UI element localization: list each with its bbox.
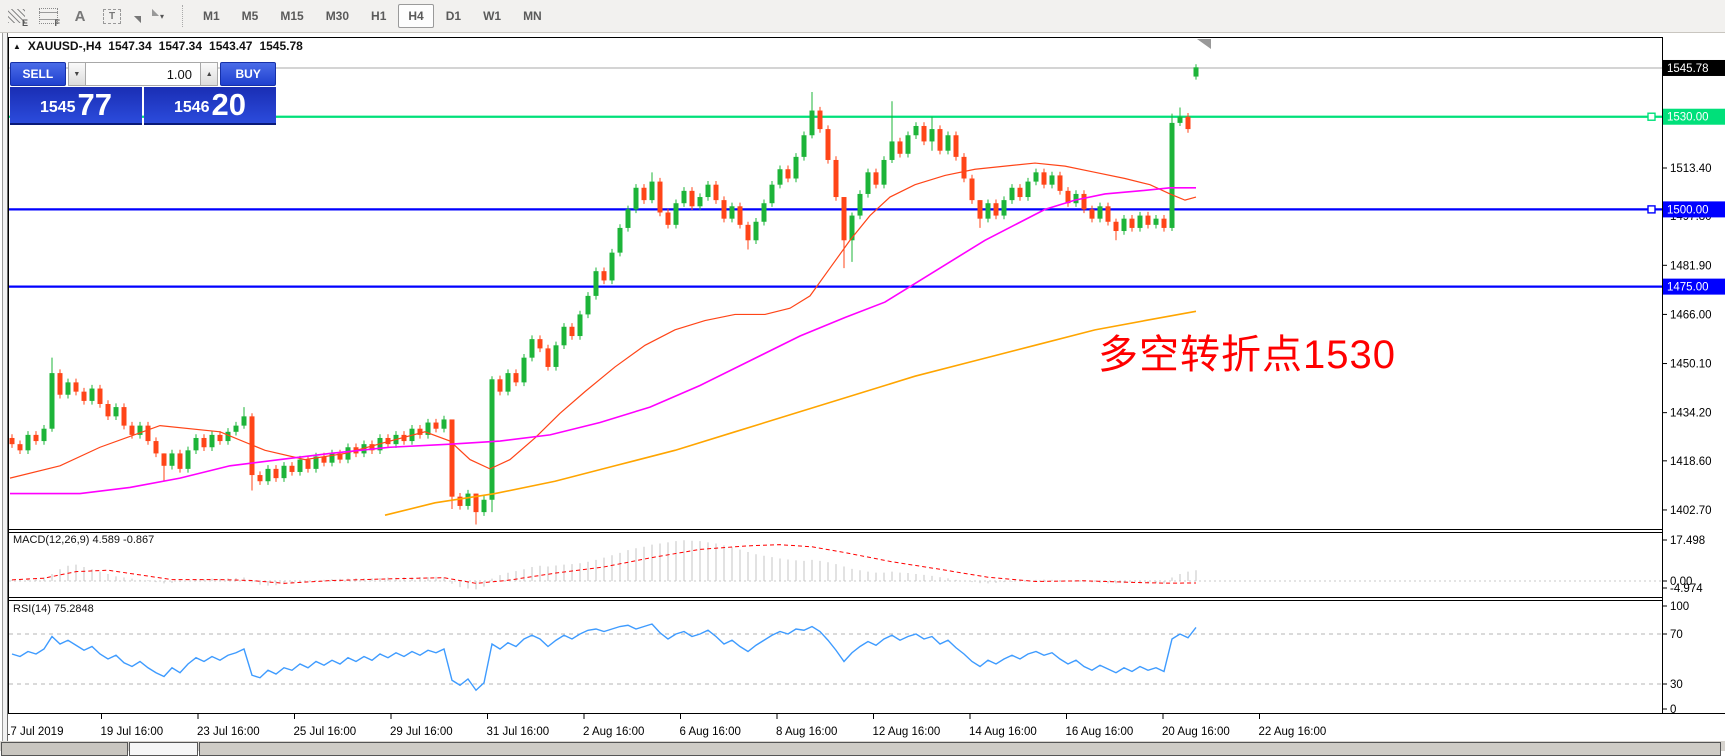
- window-left-frame: [0, 33, 8, 741]
- chart-frame: [8, 37, 1725, 714]
- timeframe-m5[interactable]: M5: [241, 9, 259, 23]
- svg-text:16 Aug 16:00: 16 Aug 16:00: [1066, 726, 1134, 738]
- svg-text:29 Jul 16:00: 29 Jul 16:00: [390, 726, 453, 738]
- timeframe-mn[interactable]: MN: [523, 9, 542, 23]
- price-badge-1500.00: 1500.00: [1663, 201, 1725, 218]
- svg-text:23 Jul 16:00: 23 Jul 16:00: [197, 726, 260, 738]
- timeframe-h1[interactable]: H1: [371, 9, 387, 23]
- price-axis: 1513.401497.801481.901466.001450.101434.…: [1662, 59, 1725, 716]
- taskbar-button[interactable]: [199, 742, 1721, 756]
- sell-button[interactable]: SELL: [10, 62, 66, 86]
- timeframe-buttons: M1 M5 M15 M30 H1 H4 D1 W1 MN: [192, 4, 553, 28]
- svg-text:12 Aug 16:00: 12 Aug 16:00: [873, 726, 941, 738]
- svg-text:1513.40: 1513.40: [1670, 163, 1712, 175]
- svg-text:1475.00: 1475.00: [1667, 282, 1709, 294]
- buy-button[interactable]: BUY: [220, 62, 276, 86]
- svg-text:22 Aug 16:00: 22 Aug 16:00: [1259, 726, 1327, 738]
- svg-text:14 Aug 16:00: 14 Aug 16:00: [969, 726, 1037, 738]
- price-badge-1545.78: 1545.78: [1663, 59, 1725, 76]
- svg-text:31 Jul 16:00: 31 Jul 16:00: [487, 726, 550, 738]
- sell-price[interactable]: 1545 77: [10, 87, 142, 125]
- time-axis: 17 Jul 2019 19 Jul 16:00 23 Jul 16:00 25 Ju…: [4, 714, 1326, 738]
- svg-text:1450.10: 1450.10: [1670, 359, 1712, 371]
- one-click-trading-panel: SELL ▼ ▲ BUY 1545 77 1546 20: [10, 62, 276, 125]
- arrows-tool-icon[interactable]: ▾: [130, 3, 170, 29]
- price-badge-1530.00: 1530.00: [1663, 108, 1725, 125]
- svg-text:1418.60: 1418.60: [1670, 456, 1712, 468]
- ohlc-low: 1543.47: [209, 39, 253, 53]
- chart-annotation-text[interactable]: 多空转折点1530: [1098, 333, 1396, 377]
- objects-grid-icon[interactable]: F: [34, 3, 62, 29]
- timeframe-d1[interactable]: D1: [445, 9, 462, 23]
- macd-panel[interactable]: [9, 540, 1662, 590]
- chart-window[interactable]: 1513.401497.801481.901466.001450.101434.…: [0, 33, 1725, 741]
- bottom-strip: [0, 741, 1725, 756]
- svg-text:30: 30: [1670, 679, 1683, 691]
- symbol-ohlc-line: ▲ XAUUSD-,H4 1547.34 1547.34 1543.47 154…: [13, 39, 303, 53]
- svg-text:100: 100: [1670, 601, 1689, 613]
- svg-text:1402.70: 1402.70: [1670, 505, 1712, 517]
- volume-input[interactable]: [86, 62, 200, 86]
- chart-canvas[interactable]: 1513.401497.801481.901466.001450.101434.…: [0, 33, 1725, 751]
- svg-text:1500.00: 1500.00: [1667, 204, 1709, 216]
- svg-text:17.498: 17.498: [1670, 535, 1705, 547]
- svg-text:8 Aug 16:00: 8 Aug 16:00: [776, 726, 837, 738]
- volume-down-button[interactable]: ▼: [67, 62, 86, 86]
- symbol-name: XAUUSD-,H4: [27, 39, 102, 53]
- taskbar-button[interactable]: [129, 742, 198, 756]
- macd-signal-line: [11, 544, 1197, 584]
- svg-text:19 Jul 16:00: 19 Jul 16:00: [101, 726, 164, 738]
- hline-1530[interactable]: [9, 112, 1662, 121]
- collapse-arrow-icon[interactable]: ▲: [13, 41, 21, 51]
- svg-text:1434.20: 1434.20: [1670, 408, 1712, 420]
- svg-text:1545.78: 1545.78: [1667, 63, 1709, 75]
- svg-text:25 Jul 16:00: 25 Jul 16:00: [294, 726, 357, 738]
- volume-up-button[interactable]: ▲: [200, 62, 219, 86]
- timeframe-h4[interactable]: H4: [398, 4, 434, 28]
- svg-text:2 Aug 16:00: 2 Aug 16:00: [583, 726, 644, 738]
- timeframe-m1[interactable]: M1: [203, 9, 220, 23]
- svg-text:70: 70: [1670, 629, 1683, 641]
- ma-line-orange: [384, 310, 1197, 516]
- rsi-indicator-label: RSI(14) 75.2848: [13, 603, 94, 615]
- svg-text:6 Aug 16:00: 6 Aug 16:00: [680, 726, 741, 738]
- text-label-icon[interactable]: A: [74, 7, 86, 25]
- indicators-icon[interactable]: E: [2, 3, 30, 29]
- svg-text:1481.90: 1481.90: [1670, 260, 1712, 272]
- rsi-line: [11, 623, 1197, 692]
- candlestick-series[interactable]: [9, 64, 1199, 525]
- ma-line-red: [9, 162, 1197, 479]
- rsi-panel[interactable]: [9, 623, 1662, 692]
- price-badge-1475.00: 1475.00: [1663, 278, 1725, 295]
- svg-text:1466.00: 1466.00: [1670, 309, 1712, 321]
- toolbar: E F A T ▾ M1 M5 M15 M30 H1 H4 D1 W1 MN: [0, 0, 1725, 33]
- svg-text:20 Aug 16:00: 20 Aug 16:00: [1162, 726, 1230, 738]
- ohlc-open: 1547.34: [108, 39, 152, 53]
- toolbar-separator: [182, 5, 184, 27]
- timeframe-w1[interactable]: W1: [483, 9, 502, 23]
- svg-text:1530.00: 1530.00: [1667, 112, 1709, 124]
- svg-text:0.00: 0.00: [1670, 576, 1692, 588]
- taskbar-button[interactable]: [1, 742, 128, 756]
- ohlc-close: 1545.78: [259, 39, 303, 53]
- ohlc-high: 1547.34: [158, 39, 203, 53]
- svg-text:17 Jul 2019: 17 Jul 2019: [4, 726, 63, 738]
- timeframe-m15[interactable]: M15: [280, 9, 304, 23]
- hline-1500[interactable]: [9, 205, 1662, 214]
- text-box-icon[interactable]: T: [98, 3, 126, 29]
- buy-price[interactable]: 1546 20: [144, 87, 276, 125]
- svg-text:-4.974: -4.974: [1670, 583, 1703, 595]
- timeframe-m30[interactable]: M30: [325, 9, 350, 23]
- svg-text:0: 0: [1670, 704, 1676, 716]
- ma-line-magenta: [10, 186, 1196, 495]
- macd-indicator-label: MACD(12,26,9) 4.589 -0.867: [13, 534, 155, 546]
- chart-shift-marker-icon[interactable]: [1197, 39, 1211, 49]
